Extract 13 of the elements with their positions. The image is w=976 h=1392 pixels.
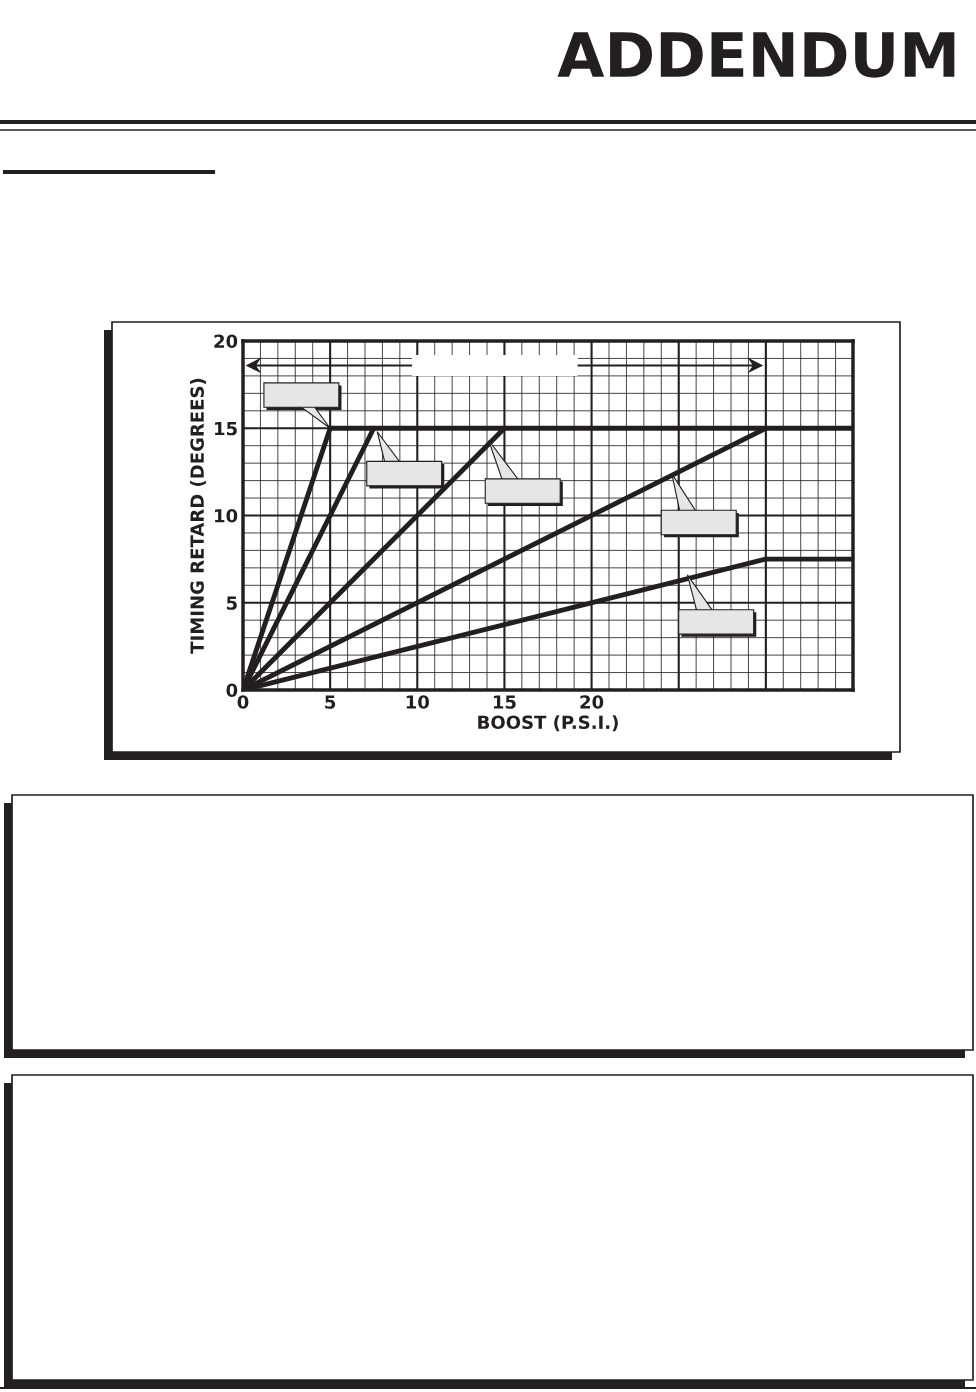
x-axis-title: BOOST (P.S.I.) <box>478 715 618 732</box>
x-tick-label: 15 <box>493 695 516 709</box>
x-tick-label: 20 <box>580 695 604 709</box>
y-tick-label: 0 <box>226 683 238 698</box>
y-tick-label: 10 <box>215 508 238 523</box>
y-tick-label: 5 <box>226 596 237 610</box>
x-tick-label: 5 <box>325 695 336 709</box>
x-tick-label: 10 <box>406 695 429 709</box>
y-tick-label: 20 <box>214 334 238 349</box>
chart-title: ADDENDUM <box>557 32 955 78</box>
y-tick-label: 15 <box>215 421 237 436</box>
x-tick-label: 0 <box>237 695 249 709</box>
y-axis-title: TIMING RETARD (DEGREES) <box>190 378 207 654</box>
